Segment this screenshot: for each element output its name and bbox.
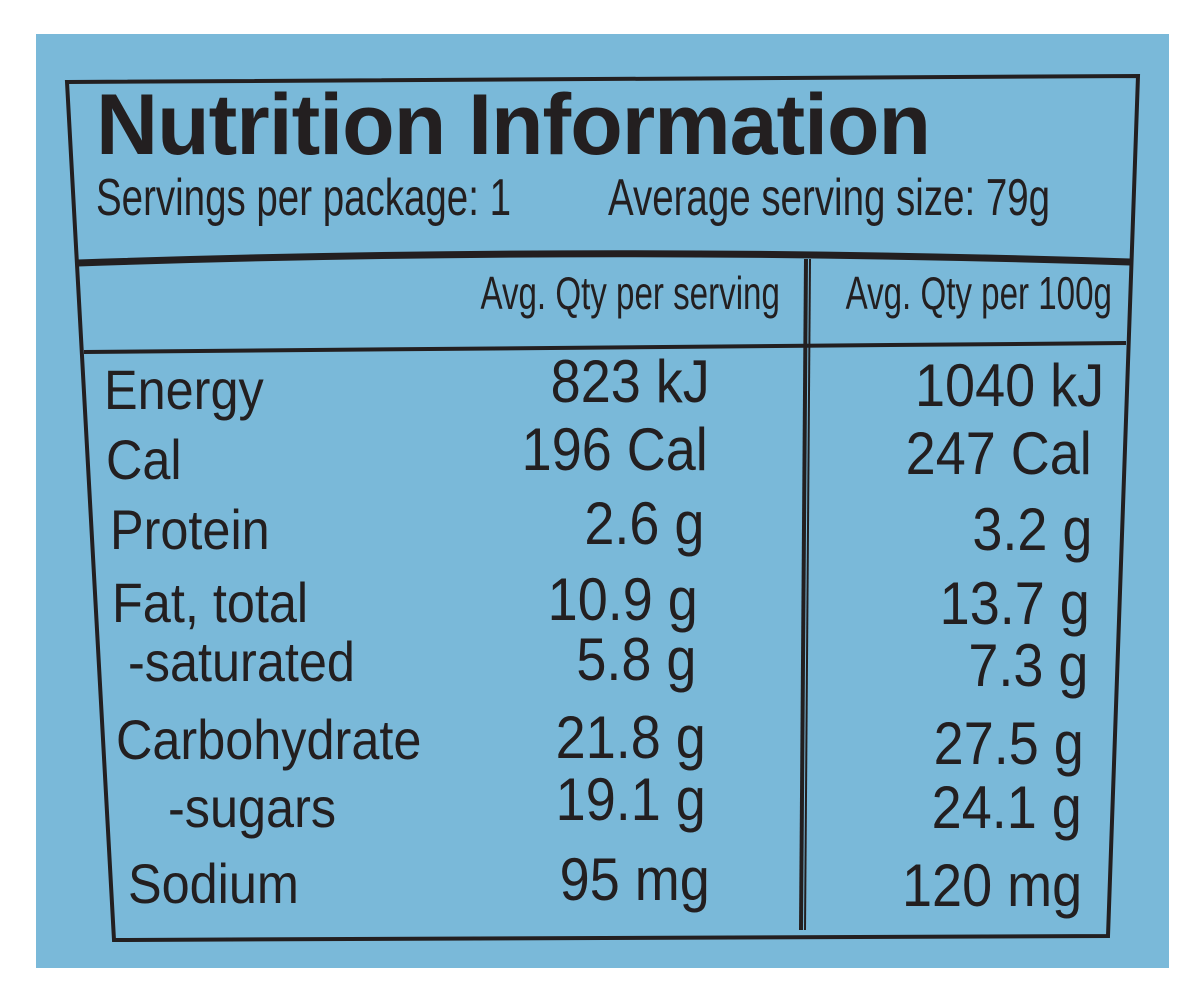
saturated-per-serving: 5.8 g [575,626,696,693]
header-divider-rule [77,250,1131,267]
carbohydrate-per-100g: 27.5 g [933,710,1084,777]
sugars-per-serving: 19.1 g [555,766,706,833]
row-label-saturated: -saturated [128,630,355,693]
row-label-cal: Cal [106,428,182,491]
column-divider-left [799,258,808,931]
energy-per-100g: 1040 kJ [914,352,1104,419]
sodium-per-100g: 120 mg [901,852,1082,919]
sodium-per-serving: 95 mg [559,846,710,913]
table-outer-border [64,73,1141,943]
column-heading-rule [83,341,1127,354]
column-heading-per-100g: Avg. Qty per 100g [845,267,1112,319]
row-label-sugars: -sugars [168,776,337,839]
cal-per-100g: 247 Cal [905,420,1092,487]
blue-label-panel [36,34,1169,968]
row-label-sodium: Sodium [128,852,299,915]
protein-per-serving: 2.6 g [583,490,704,557]
carbohydrate-per-serving: 21.8 g [555,704,706,771]
row-label-fat-total: Fat, total [112,571,309,634]
average-serving-size: Average serving size: 79g [608,169,1051,227]
servings-per-package: Servings per package: 1 [96,169,511,227]
fat-total-per-serving: 10.9 g [547,566,698,633]
saturated-per-100g: 7.3 g [967,632,1088,699]
cal-per-serving: 196 Cal [521,416,708,483]
protein-per-100g: 3.2 g [971,496,1092,563]
row-label-protein: Protein [110,498,270,561]
energy-per-serving: 823 kJ [550,348,710,415]
column-heading-per-serving: Avg. Qty per serving [480,267,780,319]
fat-total-per-100g: 13.7 g [939,570,1090,637]
row-label-energy: Energy [104,358,264,421]
nutrition-title: Nutrition Information [96,77,931,173]
sugars-per-100g: 24.1 g [931,774,1082,841]
column-divider-right [804,258,811,931]
row-label-carbohydrate: Carbohydrate [116,708,422,771]
